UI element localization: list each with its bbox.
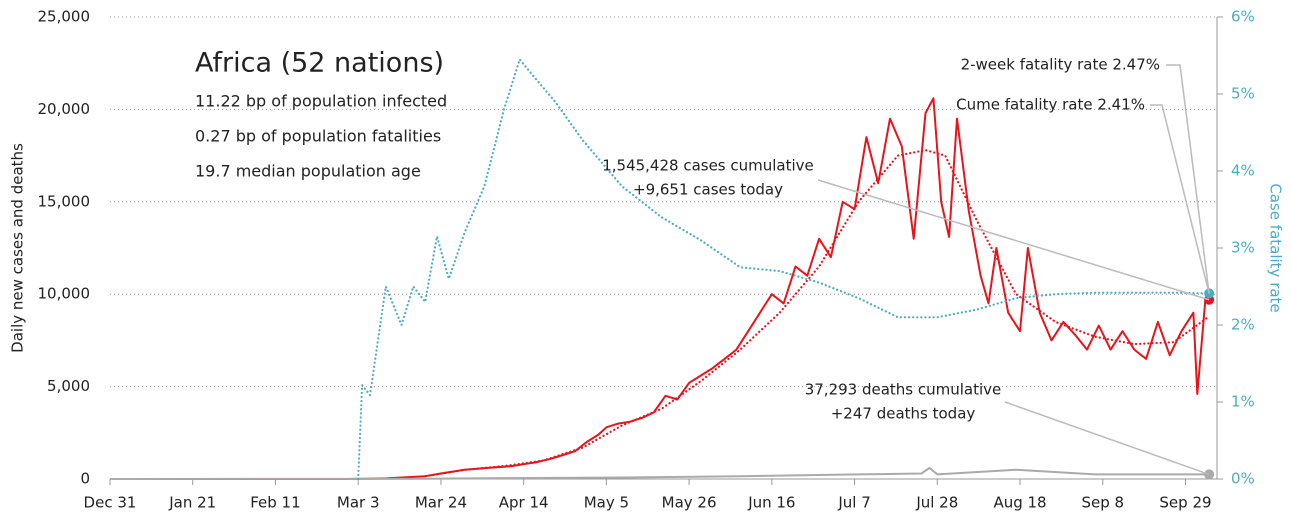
series-line xyxy=(424,149,1211,478)
y2-axis-label: Case fatality rate xyxy=(1267,183,1285,312)
x-tick-label: Mar 24 xyxy=(415,494,467,512)
info-line: 11.22 bp of population infected xyxy=(195,92,447,111)
series-line xyxy=(357,58,1211,481)
x-tick-label: Sep 29 xyxy=(1159,494,1211,512)
y2-tick-label: 3% xyxy=(1231,239,1255,257)
x-tick-label: Jun 16 xyxy=(747,494,795,512)
y-tick-label: 10,000 xyxy=(38,285,91,303)
callout-line xyxy=(817,179,1210,301)
x-tick-label: Feb 11 xyxy=(250,494,300,512)
x-tick-label: Jul 28 xyxy=(915,494,958,512)
annotation: 2-week fatality rate 2.47% xyxy=(961,56,1160,74)
annotation: +247 deaths today xyxy=(831,405,976,423)
y-axis-label: Daily new cases and deaths xyxy=(9,143,27,353)
annotation: +9,651 cases today xyxy=(633,181,783,199)
series-line xyxy=(109,466,1210,480)
x-tick-label: Aug 18 xyxy=(993,494,1046,512)
x-tick-label: Dec 31 xyxy=(84,494,137,512)
callout-line xyxy=(1166,64,1210,294)
info-line: 19.7 median population age xyxy=(195,162,421,181)
y-tick-label: 25,000 xyxy=(38,8,91,26)
callout-line xyxy=(1004,401,1210,476)
series-line xyxy=(110,97,1210,480)
x-tick-label: May 5 xyxy=(584,494,629,512)
y-tick-label: 15,000 xyxy=(38,192,91,210)
chart-title: Africa (52 nations) xyxy=(195,48,444,79)
annotation: 37,293 deaths cumulative xyxy=(805,381,1002,399)
x-tick-label: Mar 3 xyxy=(337,494,380,512)
x-tick-label: Apr 14 xyxy=(499,494,549,512)
annotation: Cume fatality rate 2.41% xyxy=(956,96,1145,114)
y2-tick-label: 2% xyxy=(1231,316,1255,334)
callout-line xyxy=(1150,104,1210,294)
y-tick-label: 20,000 xyxy=(38,100,91,118)
y2-tick-label: 5% xyxy=(1231,85,1255,103)
x-tick-label: Jul 7 xyxy=(837,494,870,512)
y2-tick-label: 6% xyxy=(1231,8,1255,26)
x-tick-label: Sep 8 xyxy=(1081,494,1124,512)
y-tick-label: 0 xyxy=(80,470,90,488)
info-line: 0.27 bp of population fatalities xyxy=(195,127,441,146)
y-tick-label: 5,000 xyxy=(47,377,90,395)
y2-tick-label: 1% xyxy=(1231,393,1255,411)
x-tick-label: May 26 xyxy=(662,494,717,512)
annotation: 1,545,428 cases cumulative xyxy=(602,157,814,175)
y2-tick-label: 4% xyxy=(1231,162,1255,180)
y2-tick-label: 0% xyxy=(1231,470,1255,488)
x-tick-label: Jan 21 xyxy=(168,494,216,512)
